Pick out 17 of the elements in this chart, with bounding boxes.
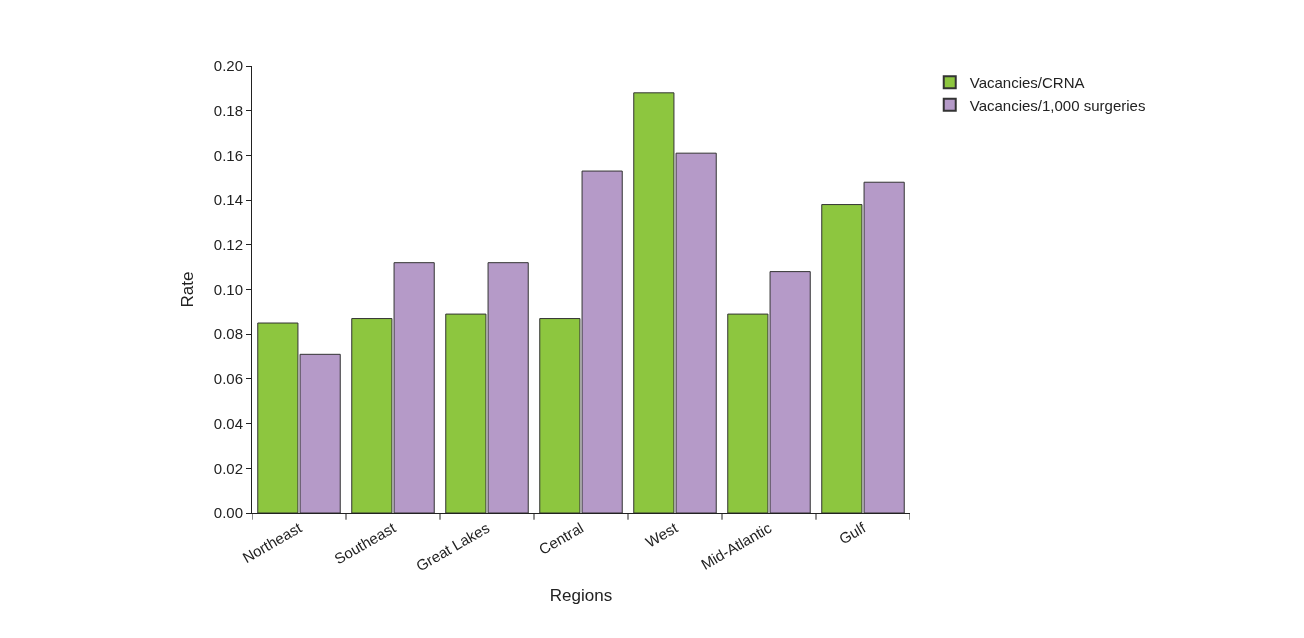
y-tick-label: 0.06 (213, 370, 243, 388)
y-tick-label: 0.02 (213, 459, 243, 477)
y-tick-label: 0.00 (213, 504, 243, 522)
legend-label: Vacancies/CRNA (969, 74, 1085, 92)
y-tick-label: 0.08 (213, 325, 243, 343)
x-tick-label: Gulf (835, 518, 869, 548)
y-tick-label: 0.14 (213, 191, 243, 209)
x-axis-title: Regions (549, 585, 613, 605)
y-tick-label: 0.16 (213, 146, 243, 164)
y-tick-label: 0.20 (213, 57, 243, 75)
y-axis-title: Rate (178, 271, 198, 308)
y-tick-label: 0.12 (213, 236, 243, 254)
x-tick-label: West (642, 518, 681, 551)
y-tick-label: 0.10 (213, 280, 243, 298)
y-tick-label: 0.04 (213, 414, 243, 432)
y-tick-label: 0.18 (213, 101, 243, 119)
legend-label: Vacancies/1,000 surgeries (969, 96, 1146, 114)
